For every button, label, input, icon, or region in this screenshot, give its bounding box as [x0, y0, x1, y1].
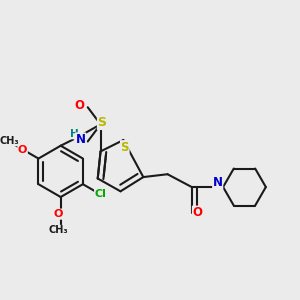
Text: CH₃: CH₃: [0, 136, 20, 146]
Text: O: O: [193, 206, 202, 219]
Text: O: O: [75, 136, 85, 149]
Text: O: O: [18, 145, 27, 155]
Text: S: S: [121, 141, 129, 154]
Text: O: O: [75, 99, 85, 112]
Text: Cl: Cl: [94, 189, 106, 199]
Text: N: N: [76, 133, 85, 146]
Text: H: H: [70, 129, 79, 139]
Text: S: S: [98, 116, 106, 129]
Text: O: O: [54, 209, 63, 219]
Text: CH₃: CH₃: [48, 225, 68, 236]
Text: N: N: [213, 176, 223, 189]
